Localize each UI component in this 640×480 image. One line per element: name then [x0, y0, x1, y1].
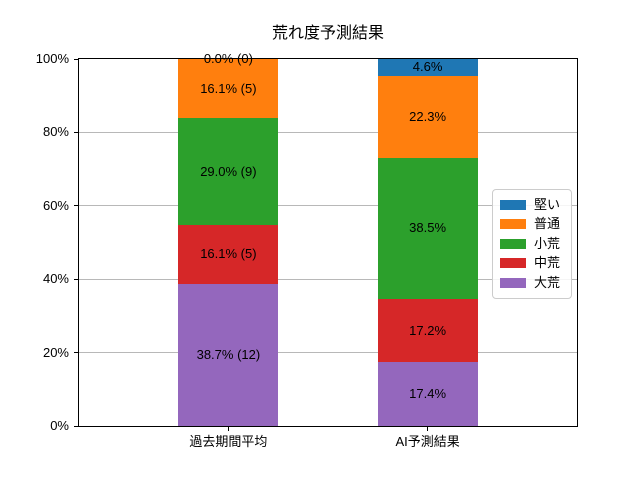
legend-item-普通: 普通: [500, 215, 564, 235]
legend-swatch: [500, 219, 526, 230]
legend-label: 中荒: [534, 255, 561, 271]
y-tick-label: 0%: [50, 418, 69, 433]
y-tick-mark: [74, 278, 78, 280]
gridline: [79, 205, 577, 207]
bar-label: 29.0% (9): [200, 163, 257, 179]
bar-segment-小荒: [178, 118, 279, 225]
bar-label: 38.7% (12): [196, 346, 261, 362]
bar-segment-堅い: [377, 59, 478, 76]
legend-label: 小荒: [534, 235, 561, 251]
legend-label: 普通: [534, 216, 561, 232]
legend: 堅い普通小荒中荒大荒: [492, 189, 572, 299]
y-tick-mark: [74, 352, 78, 354]
legend-label: 大荒: [534, 274, 561, 290]
y-tick-label: 20%: [42, 344, 69, 360]
legend-item-大荒: 大荒: [500, 273, 564, 293]
bar-label: 16.1% (5): [200, 246, 257, 262]
x-tick-mark: [227, 427, 229, 431]
legend-swatch: [500, 277, 526, 288]
legend-item-堅い: 堅い: [500, 195, 564, 215]
gridline: [79, 131, 577, 133]
bar-segment-小荒: [377, 157, 478, 299]
gridline: [79, 278, 577, 280]
bar-segment-大荒: [178, 283, 279, 426]
bar-label: 16.1% (5): [200, 80, 257, 96]
legend-label: 堅い: [534, 196, 561, 212]
bar-label: 38.5%: [409, 220, 447, 236]
bar-label: 22.3%: [409, 108, 447, 124]
gridline: [79, 352, 577, 354]
y-tick-mark: [74, 425, 78, 427]
bar-label: 0.0% (0): [203, 51, 253, 67]
bar-segment-普通: [377, 75, 478, 158]
x-tick-mark: [427, 427, 429, 431]
x-tick-label: 過去期間平均: [189, 434, 268, 449]
y-tick-mark: [74, 131, 78, 133]
legend-item-小荒: 小荒: [500, 234, 564, 254]
bar-segment-中荒: [178, 224, 279, 284]
y-tick-label: 40%: [42, 271, 69, 287]
bar-segment-中荒: [377, 299, 478, 363]
y-tick-label: 100%: [35, 51, 69, 66]
y-tick-label: 60%: [42, 197, 69, 213]
legend-swatch: [500, 258, 526, 269]
legend-swatch: [500, 199, 526, 210]
x-tick-label: AI予測結果: [395, 434, 460, 449]
bar-label: 17.2%: [409, 322, 447, 338]
bar-label: 4.6%: [412, 59, 443, 75]
bar-segment-大荒: [377, 362, 478, 426]
y-tick-label: 80%: [42, 124, 69, 140]
chart-title: 荒れ度予測結果: [271, 25, 384, 42]
legend-swatch: [500, 238, 526, 249]
legend-item-中荒: 中荒: [500, 254, 564, 274]
y-tick-mark: [74, 205, 78, 207]
bar-label: 17.4%: [409, 386, 447, 402]
bar-segment-普通: [178, 59, 279, 119]
y-tick-mark: [74, 58, 78, 60]
